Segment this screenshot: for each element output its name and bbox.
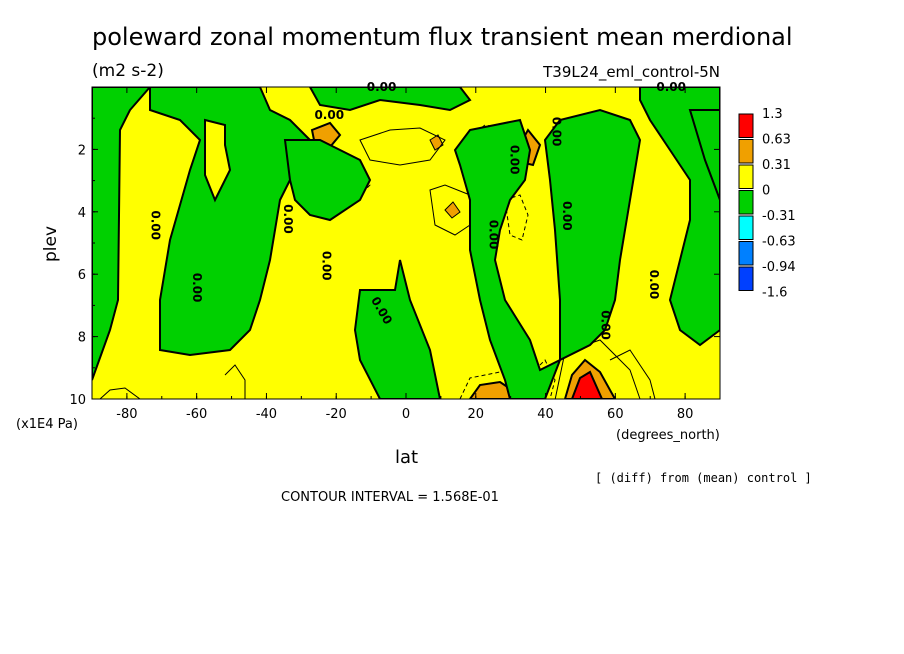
x-tick-label: 20	[468, 407, 485, 422]
legend-label: -0.31	[762, 209, 796, 224]
y-tick-label: 8	[78, 331, 86, 346]
contour-label: 0.00	[314, 108, 344, 122]
contour-label: 0.00	[647, 270, 661, 300]
contour-label: 0.00	[319, 251, 333, 281]
y-units-label: (x1E4 Pa)	[16, 417, 78, 432]
note-label: [ (diff) from (mean) control ]	[595, 471, 812, 485]
legend-label: -0.94	[762, 260, 796, 275]
chart-subtitle: (m2 s-2)	[92, 61, 164, 81]
x-tick-label: -20	[326, 407, 347, 422]
contour-label: 0.00	[598, 310, 612, 340]
x-axis-label: lat	[395, 447, 418, 468]
legend-label: -1.6	[762, 286, 787, 301]
y-axis-label: plev	[41, 226, 61, 262]
contour-line	[534, 359, 556, 399]
legend-swatch	[738, 139, 754, 164]
contour-line	[554, 339, 641, 399]
y-tick-label: 4	[78, 206, 86, 221]
contour-label: 0.00	[281, 204, 295, 234]
contour-line	[609, 349, 656, 399]
positive-core	[570, 370, 604, 399]
y-tick-label: 6	[78, 268, 86, 283]
legend-swatch	[738, 266, 754, 291]
legend-swatch	[738, 113, 754, 138]
contour-label: 0.00	[487, 220, 501, 250]
legend-label: 1.3	[762, 107, 783, 122]
x-tick-label: 80	[677, 407, 694, 422]
contour-label: 0.00	[367, 80, 397, 94]
legend-label: -0.63	[762, 235, 796, 250]
legend-swatch	[738, 215, 754, 240]
x-tick-label: -40	[256, 407, 277, 422]
contour-line	[359, 127, 446, 166]
legend-label: 0.31	[762, 158, 791, 173]
legend-swatch	[738, 164, 754, 189]
x-units-label: (degrees_north)	[616, 428, 720, 443]
legend-label: 0	[762, 184, 770, 199]
contour-label: 0.00	[560, 201, 574, 231]
x-axis: -80 -60 -40 -20 0 20 40 60 80	[91, 87, 721, 422]
y-tick-label: 10	[69, 393, 86, 408]
plot-area	[92, 87, 720, 399]
run-label: T39L24_eml_control-5N	[542, 63, 720, 82]
legend-swatch	[738, 190, 754, 215]
contour-line	[504, 194, 529, 241]
x-tick-label: -80	[116, 407, 137, 422]
y-tick-label: 2	[78, 143, 86, 158]
legend-label: 0.63	[762, 133, 791, 148]
contour-label: 0.00	[190, 273, 204, 303]
x-tick-label: 60	[607, 407, 624, 422]
chart-title: poleward zonal momentum flux transient m…	[92, 23, 793, 51]
contour-interval-label: CONTOUR INTERVAL = 1.568E-01	[281, 490, 499, 505]
legend: 1.3 0.63 0.31 0 -0.31 -0.63 -0.94 -1.6	[738, 107, 796, 301]
x-tick-label: -60	[186, 407, 207, 422]
contour-label: 0.00	[508, 145, 522, 175]
x-tick-label: 0	[402, 407, 410, 422]
positive-core	[444, 201, 461, 219]
x-tick-label: 40	[537, 407, 554, 422]
y-axis: 2 4 6 8 10	[69, 117, 720, 408]
contour-label: 0.00	[148, 210, 162, 240]
legend-swatch	[738, 241, 754, 266]
contour-label: 0.00	[550, 117, 564, 147]
contour-line	[99, 364, 246, 399]
contour-label: 0.00	[656, 80, 686, 94]
